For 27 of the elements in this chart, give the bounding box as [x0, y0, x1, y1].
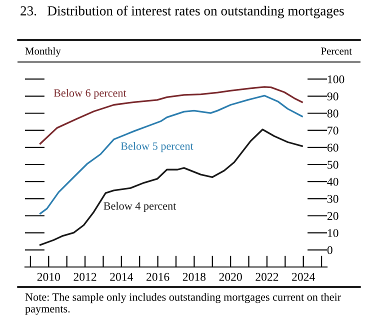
x-tick-label: 2024	[292, 272, 315, 281]
x-tick-label: 2018	[182, 272, 206, 281]
x-tick-label: 2020	[219, 272, 242, 281]
y-tick-label: 70	[328, 126, 338, 135]
x-tick-label: 2010	[37, 272, 60, 281]
y-tick-label: 0	[327, 246, 332, 254]
y-tick-label: 80	[327, 109, 338, 118]
y-tick-label: 40	[327, 178, 338, 186]
series-label: Below 4 percent	[104, 202, 176, 212]
x-tick-label: 2014	[110, 272, 134, 281]
chart-title: 23. Distribution of interest rates on outstanding mortgages	[20, 6, 344, 18]
text: Note: The sample only includes outstanding mortgages current on their payments.	[25, 293, 341, 315]
y-tick-label: 50	[328, 160, 338, 169]
y-tick-label: 60	[327, 144, 338, 152]
y-axis-title: Percent	[321, 48, 352, 55]
y-tick-label: 20	[327, 212, 338, 220]
y-tick-label: 10	[328, 229, 338, 238]
x-tick-label: 2016	[146, 272, 170, 281]
y-tick-label: 90	[327, 92, 338, 100]
series-label: Below 6 percent	[54, 88, 126, 100]
y-tick-label: 100	[328, 75, 344, 84]
y-tick-label: 30	[328, 194, 338, 203]
x-tick-label: 2012	[74, 272, 96, 281]
line-series	[39, 128, 303, 246]
x-tick-label: 2022	[256, 272, 278, 281]
series-label: Below 5 percent	[120, 142, 194, 152]
x-axis-title: Monthly	[25, 47, 61, 57]
